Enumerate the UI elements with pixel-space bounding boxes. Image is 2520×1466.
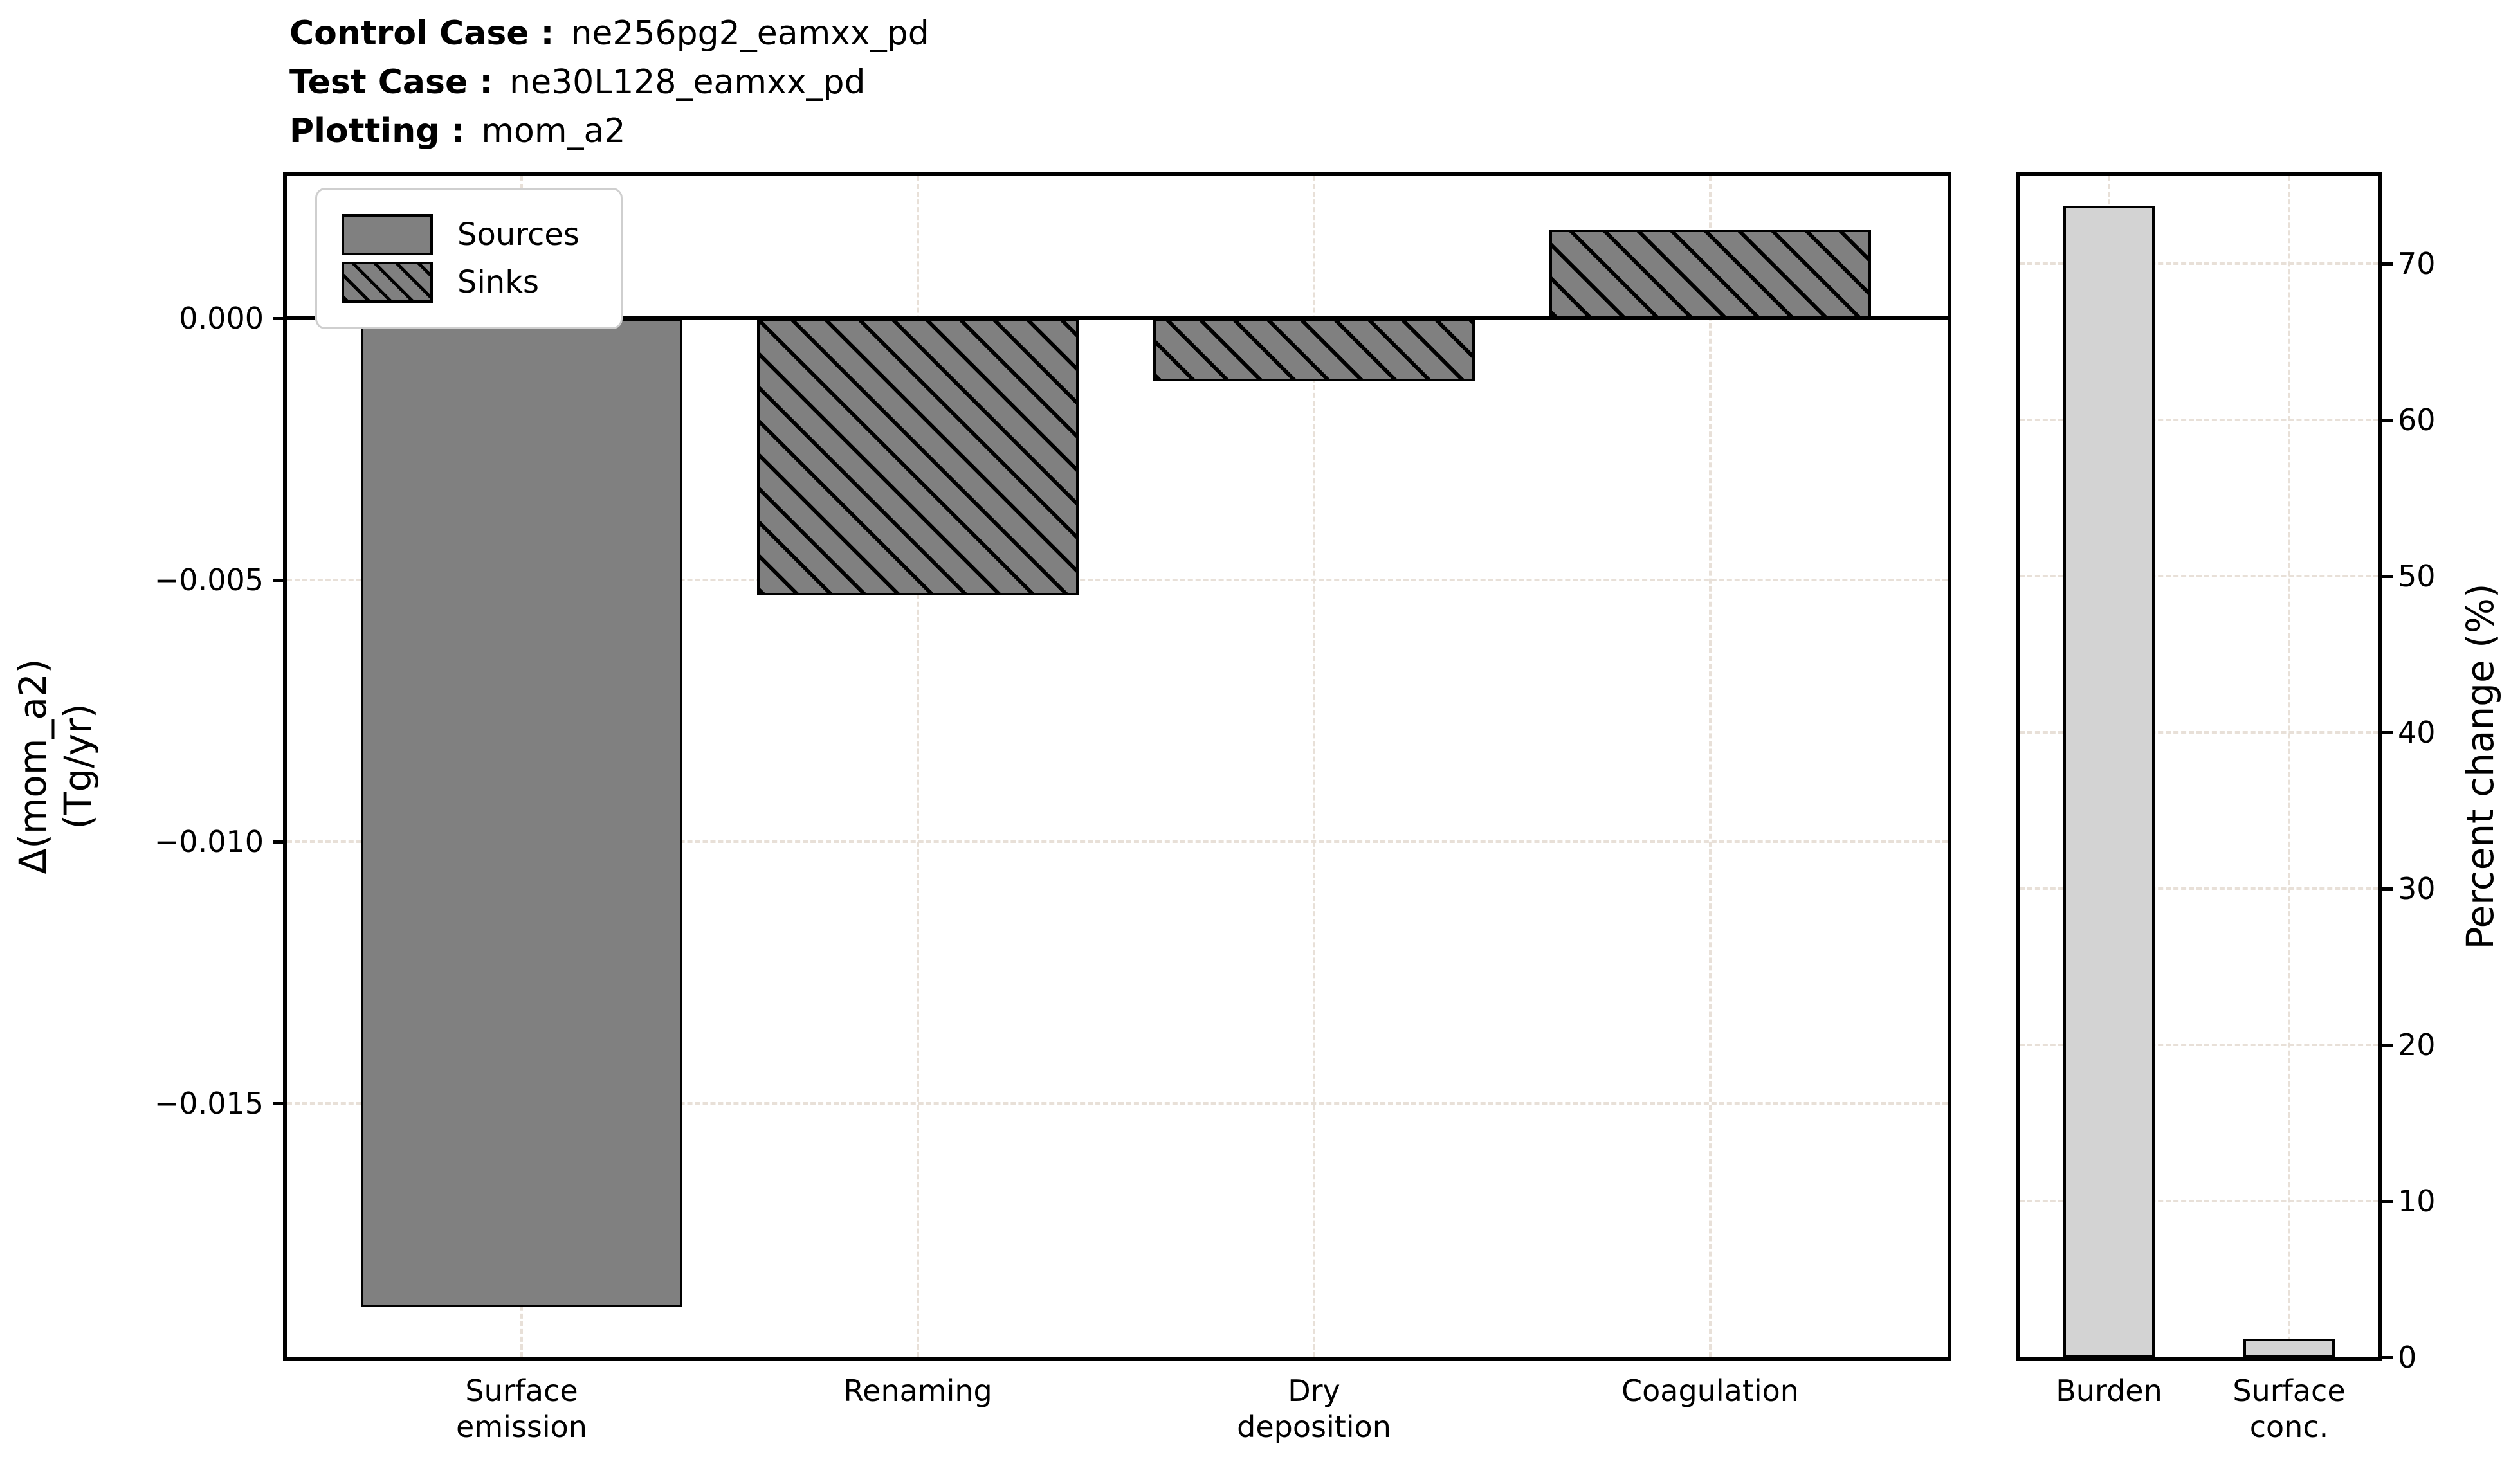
x-tick-label-surface-conc: Surface conc. (2232, 1373, 2346, 1444)
y-tick-label: 40 (2398, 715, 2436, 750)
y-tick-label: −0.005 (154, 563, 264, 597)
gridline-horizontal (2020, 731, 2378, 734)
y-tick-mark (2378, 1044, 2393, 1047)
y-tick-mark (2378, 731, 2393, 734)
bar-dry-deposition (1153, 318, 1475, 381)
right-y-axis-label: Percent change (%) (2458, 583, 2502, 950)
gridline-horizontal (2020, 1200, 2378, 1202)
gridline-vertical-renaming (917, 176, 919, 1357)
y-tick-mark (2378, 887, 2393, 891)
gridline-horizontal (287, 840, 1948, 843)
gridline-horizontal (2020, 887, 2378, 890)
y-tick-label: 70 (2398, 246, 2436, 281)
test-case-row: Test Case : ne30L128_eamxx_pd (289, 58, 929, 107)
test-case-label: Test Case : (289, 63, 493, 102)
flux-bar-chart-axes: 0.000 −0.005 −0.010 −0.015 Surface emission R… (154, 172, 1951, 1444)
legend-item-sources: Sources (342, 214, 580, 255)
case-info-header: Control Case : ne256pg2_eamxx_pd Test Cas… (289, 9, 929, 156)
x-tick-label-dry-deposition: Dry deposition (1237, 1373, 1391, 1444)
bar-burden (2063, 206, 2155, 1357)
y-tick-label: 0 (2398, 1340, 2417, 1375)
y-tick-mark (273, 840, 287, 844)
y-tick-label: 0.000 (179, 301, 264, 336)
y-tick-label: −0.015 (154, 1086, 264, 1121)
bar-renaming (757, 318, 1079, 596)
y-tick-mark (273, 1102, 287, 1105)
percent-bar-chart-axes: 0 10 20 30 40 50 60 70 Burden Surface conc. (2016, 172, 2436, 1444)
bar-surface-emission (361, 318, 682, 1308)
control-case-label: Control Case : (289, 14, 554, 53)
gridline-horizontal (287, 1102, 1948, 1105)
bar-coagulation (1549, 229, 1871, 318)
y-tick-label: 60 (2398, 403, 2436, 437)
plotting-value: mom_a2 (481, 112, 626, 150)
sinks-swatch-icon (342, 262, 433, 303)
test-case-value: ne30L128_eamxx_pd (509, 63, 866, 102)
x-tick-label-coagulation: Coagulation (1621, 1373, 1799, 1408)
y-tick-label: 50 (2398, 559, 2436, 593)
y-tick-label: 30 (2398, 871, 2436, 906)
legend-item-sinks: Sinks (342, 262, 580, 303)
y-tick-mark (273, 317, 287, 320)
gridline-horizontal (287, 579, 1948, 581)
y-tick-label: 20 (2398, 1027, 2436, 1062)
x-tick-label-burden: Burden (2056, 1373, 2162, 1408)
gridline-vertical-surface-conc (2288, 176, 2290, 1357)
legend-sinks-label: Sinks (457, 264, 540, 300)
control-case-value: ne256pg2_eamxx_pd (571, 14, 929, 53)
legend: Sources Sinks (315, 188, 623, 329)
y-tick-mark (2378, 1200, 2393, 1203)
y-tick-mark (2378, 419, 2393, 422)
y-tick-mark (2378, 1356, 2393, 1359)
left-y-axis-label-line1: Δ(mom_a2) (11, 658, 55, 874)
y-tick-label: −0.010 (154, 824, 264, 859)
y-tick-mark (2378, 575, 2393, 578)
plotting-row: Plotting : mom_a2 (289, 107, 929, 156)
y-tick-mark (2378, 262, 2393, 266)
plotting-label: Plotting : (289, 112, 465, 150)
sources-swatch-icon (342, 214, 433, 255)
zero-line (287, 316, 1948, 320)
bar-surface-conc (2243, 1338, 2335, 1357)
gridline-horizontal (2020, 419, 2378, 421)
y-tick-mark (273, 579, 287, 582)
x-tick-label-renaming: Renaming (843, 1373, 992, 1408)
y-tick-label: 10 (2398, 1184, 2436, 1218)
gridline-vertical-dry-deposition (1313, 176, 1315, 1357)
gridline-vertical-coagulation (1709, 176, 1712, 1357)
gridline-horizontal (2020, 262, 2378, 265)
x-tick-label-surface-emission: Surface emission (456, 1373, 587, 1444)
legend-sources-label: Sources (457, 217, 580, 253)
gridline-horizontal (2020, 575, 2378, 577)
gridline-horizontal (2020, 1044, 2378, 1046)
control-case-row: Control Case : ne256pg2_eamxx_pd (289, 9, 929, 58)
